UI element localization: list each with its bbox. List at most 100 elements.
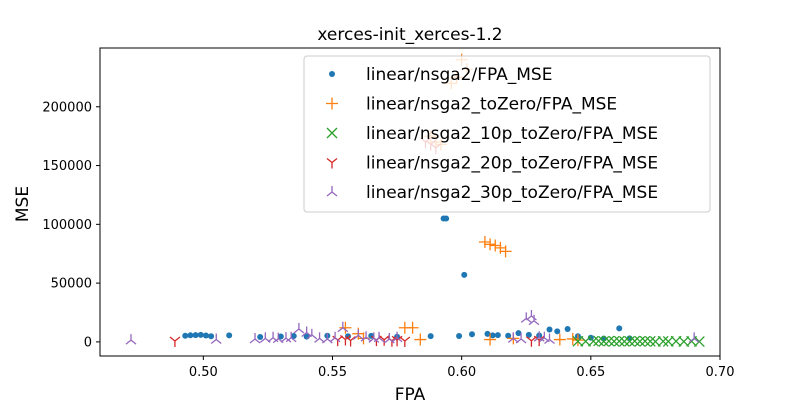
legend-marker [326,97,338,110]
data-point [616,325,623,332]
data-point [546,326,553,333]
data-point [657,335,669,347]
data-point [566,332,579,345]
data-point [182,332,189,339]
data-point [528,314,540,326]
y-axis-label: MSE [13,186,33,222]
data-point [249,332,261,344]
data-point [378,335,390,346]
data-point [339,321,352,334]
data-point [644,335,656,347]
data-point [634,335,646,347]
x-tick-label: 0.70 [706,365,735,380]
data-point [125,334,137,345]
data-points [125,53,705,347]
y-tick-label: 0 [84,335,92,350]
series-5 [125,310,700,345]
data-point [624,335,636,347]
y-tick-label: 50000 [51,277,92,292]
data-point [208,333,215,340]
data-point [505,332,512,339]
data-point [494,332,501,339]
data-point [515,330,522,337]
data-point [484,238,497,251]
data-point [499,245,512,258]
data-point [572,335,584,347]
data-point [456,333,463,340]
x-tick-label: 0.50 [189,365,218,380]
data-point [352,329,364,340]
data-point [226,332,233,339]
series-1 [182,215,633,342]
data-point [414,333,427,346]
data-point [593,335,605,347]
legend-entry: linear/nsga2_10p_toZero/FPA_MSE [366,124,658,144]
data-point [391,335,403,347]
data-point [489,332,496,339]
data-point [525,331,532,338]
legend-box [303,55,711,213]
y-tick-label: 100000 [42,218,92,233]
chart-title: xerces-init_xerces-1.2 [317,25,502,45]
data-point [259,332,271,343]
data-point [571,334,584,347]
series-3 [572,335,705,347]
legend-marker [329,71,335,77]
data-point [197,331,204,338]
data-point [427,333,434,340]
data-point [553,333,566,346]
legend-entry: linear/nsga2/FPA_MSE [366,65,552,85]
data-point [391,331,403,343]
data-point [277,333,284,340]
data-point [272,332,284,344]
axis-ticks: 0.50 0.55 0.60 0.65 0.70 0 50000 100000 150000 20… [42,100,734,380]
data-point [257,333,264,340]
data-point [515,332,527,344]
data-point [314,332,325,343]
data-point [293,322,305,334]
data-point [345,335,356,347]
data-point [494,241,507,254]
data-point [469,331,475,338]
data-point [478,235,491,248]
plot-frame [99,47,721,357]
data-point [285,331,297,343]
data-point [629,335,641,347]
data-point [580,335,592,347]
data-point [554,328,561,335]
data-point [688,332,700,343]
data-point [603,335,615,347]
legend-marker [326,186,338,197]
x-tick-label: 0.55 [318,365,347,380]
data-point [406,321,419,334]
data-point [187,332,194,339]
data-point [399,336,411,347]
legend: linear/nsga2/FPA_MSE linear/nsga2_toZero/… [303,55,711,213]
data-point [613,335,625,347]
data-point [526,336,537,347]
y-tick-label: 200000 [42,100,92,115]
x-axis-label: FPA [395,385,426,400]
data-point [484,333,497,346]
data-point [587,335,599,347]
data-point [618,335,630,347]
data-point [564,325,571,332]
data-point [290,333,297,340]
data-point [489,239,502,252]
data-point [639,335,651,347]
data-point [608,335,620,347]
legend-entry: linear/nsga2_20p_toZero/FPA_MSE [366,154,658,174]
data-point [306,328,318,340]
data-point [461,271,468,278]
data-point [383,332,395,344]
data-point [598,335,610,347]
x-tick-label: 0.60 [447,365,476,380]
data-point [332,335,344,347]
data-point [484,330,491,337]
data-point [526,310,537,321]
data-point [192,332,199,339]
legend-entry: linear/nsga2_30p_toZero/FPA_MSE [366,183,658,203]
data-point [329,331,341,343]
data-point [544,333,555,345]
legend-marker [326,157,338,169]
